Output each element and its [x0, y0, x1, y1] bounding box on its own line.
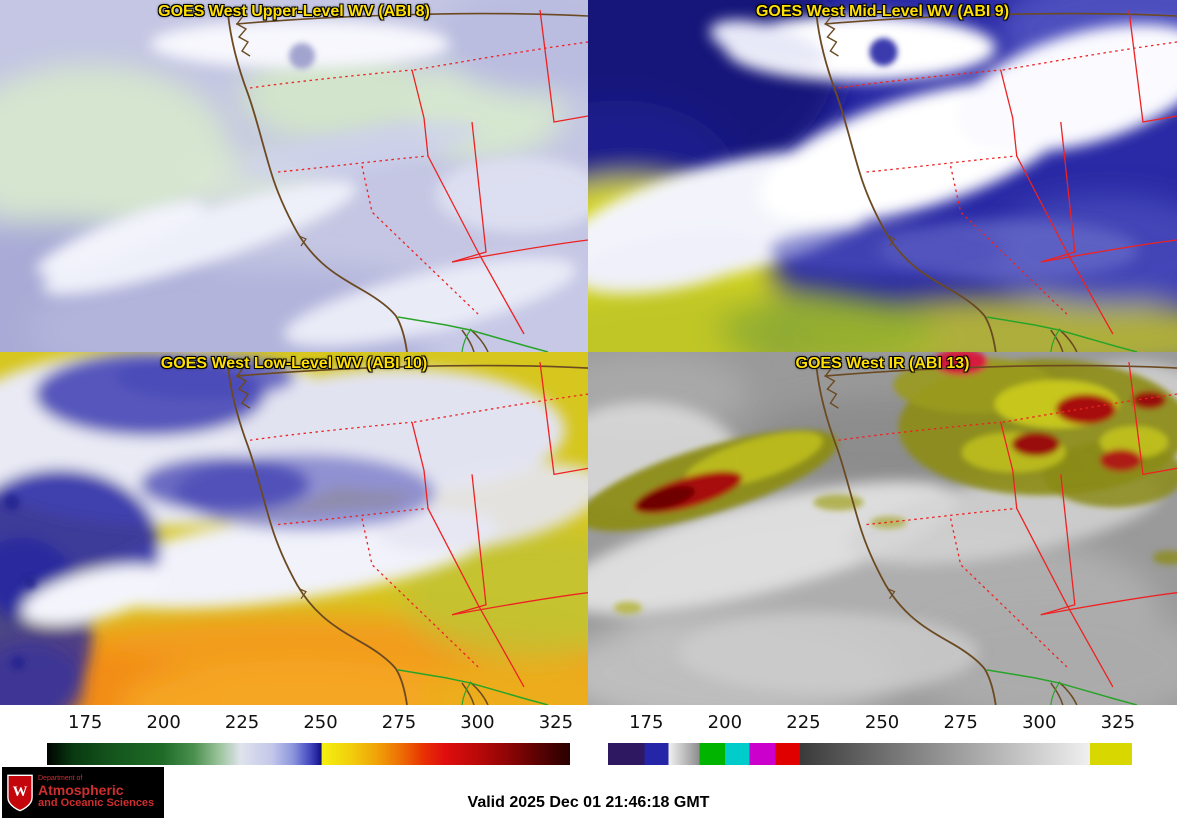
logo-line-2: Atmospheric	[38, 781, 124, 798]
satellite-image-abi13	[588, 352, 1177, 705]
tick-label: 300	[460, 712, 495, 733]
logo-line-1: Department of	[38, 775, 83, 783]
tick-label: 275	[381, 712, 417, 733]
satellite-image-abi9	[588, 0, 1177, 352]
uw-aos-logo: W Department of Atmospheric and Oceanic …	[2, 767, 164, 818]
tick-label: 200	[707, 712, 743, 733]
tick-label: 250	[864, 712, 900, 733]
panel-title-abi13: GOES West IR (ABI 13)	[795, 355, 970, 372]
ir-colorbar-ticks: 175 200 225 250 275 300 325	[608, 712, 1136, 734]
tick-label: 250	[303, 712, 338, 733]
logo-text: Department of Atmospheric and Oceanic Sc…	[38, 775, 154, 810]
tick-label: 325	[538, 712, 574, 733]
satellite-image-abi10	[0, 352, 588, 705]
tick-label: 175	[67, 712, 103, 733]
wv-colorbar	[47, 743, 570, 765]
tick-label: 300	[1022, 712, 1057, 733]
logo-line-3: and Oceanic Sciences	[38, 796, 155, 809]
panel-title-abi10: GOES West Low-Level WV (ABI 10)	[160, 355, 428, 372]
valid-time-label: Valid 2025 Dec 01 21:46:18 GMT	[467, 794, 710, 811]
panel-ir: GOES West IR (ABI 13)	[588, 352, 1177, 705]
panel-mid-level-wv: GOES West Mid-Level WV (ABI 9)	[588, 0, 1177, 352]
panel-upper-level-wv: GOES West Upper-Level WV (ABI 8)	[0, 0, 588, 352]
panel-title-abi8: GOES West Upper-Level WV (ABI 8)	[158, 3, 430, 20]
satellite-image-abi8	[0, 0, 588, 352]
tick-label: 175	[629, 712, 664, 733]
tick-label: 225	[224, 712, 260, 733]
wv-colorbar-block: 175 200 225 250 275 300 325	[47, 712, 574, 768]
tick-label: 225	[786, 712, 821, 733]
panel-title-abi9: GOES West Mid-Level WV (ABI 9)	[755, 3, 1010, 20]
tick-label: 200	[146, 712, 181, 733]
wv-colorbar-ticks: 175 200 225 250 275 300 325	[47, 712, 574, 734]
ir-colorbar-block: 175 200 225 250 275 300 325	[608, 712, 1136, 768]
ir-colorbar	[608, 743, 1132, 765]
uw-crest-icon: W	[7, 774, 33, 811]
panel-low-level-wv: GOES West Low-Level WV (ABI 10)	[0, 352, 588, 705]
svg-text:W: W	[13, 783, 28, 799]
tick-label: 275	[943, 712, 978, 733]
tick-label: 325	[1100, 712, 1136, 733]
